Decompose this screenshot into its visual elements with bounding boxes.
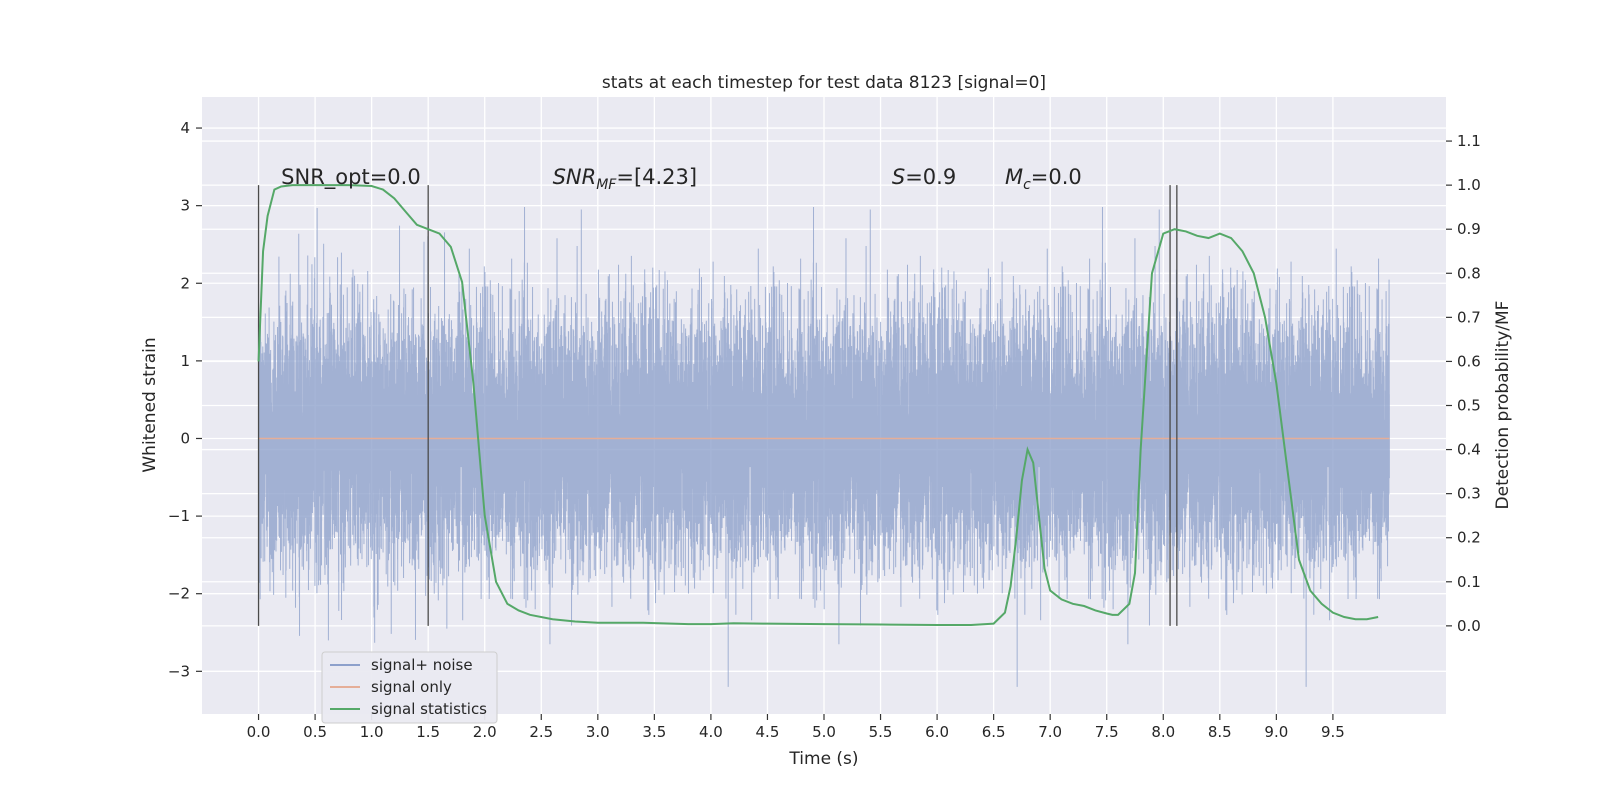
annotation-2-value: =0.9 xyxy=(905,165,956,189)
y-right-tick-label-7: 0.7 xyxy=(1457,308,1481,326)
x-tick-label-15: 7.5 xyxy=(1095,723,1119,741)
y-tick-label-7: 4 xyxy=(180,119,190,137)
y-right-tick-label-8: 0.8 xyxy=(1457,264,1481,282)
y-tick-label-2: −1 xyxy=(168,507,190,525)
legend-box xyxy=(321,651,498,724)
annotation-1-value: =[4.23] xyxy=(616,165,697,189)
annotation-3-value: =0.0 xyxy=(1031,165,1082,189)
y-right-tick-label-0: 0.0 xyxy=(1457,617,1481,635)
y-right-tick-label-4: 0.4 xyxy=(1457,441,1481,459)
x-tick-label-18: 9.0 xyxy=(1264,723,1288,741)
annotation-3-main: M xyxy=(1005,165,1023,189)
annotation-0-main: SNR_opt=0.0 xyxy=(281,165,421,190)
legend-label-noise: signal+ noise xyxy=(371,656,473,674)
y-right-tick-label-1: 0.1 xyxy=(1457,573,1481,591)
vertical-markers xyxy=(257,185,1178,626)
annotation-2-main: S xyxy=(892,165,905,189)
x-axis-ticks: 0.0 0.5 1.0 1.5 2.0 2.5 3.0 3.5 4.0 4.5 5.0 5.5 6.0 6… xyxy=(247,714,1345,741)
y-right-tick-label-2: 0.2 xyxy=(1457,529,1481,547)
x-tick-label-19: 9.5 xyxy=(1321,723,1345,741)
chart-title: stats at each timestep for test data 812… xyxy=(602,73,1046,93)
series-signal-statistics xyxy=(257,184,1379,626)
signal-statistics-line xyxy=(257,184,1379,626)
y-right-tick-label-11: 1.1 xyxy=(1457,132,1481,150)
x-tick-label-2: 1.0 xyxy=(360,723,384,741)
x-tick-label-4: 2.0 xyxy=(473,723,497,741)
y-right-tick-label-6: 0.6 xyxy=(1457,352,1481,370)
x-tick-label-1: 0.5 xyxy=(303,723,327,741)
y-right-tick-label-9: 0.9 xyxy=(1457,220,1481,238)
y-tick-label-3: 0 xyxy=(180,429,190,447)
annotation-0: SNR_opt=0.0 xyxy=(281,165,421,190)
x-tick-label-17: 8.5 xyxy=(1208,723,1232,741)
annotation-2: S=0.9 xyxy=(892,165,956,189)
y-right-tick-label-3: 0.3 xyxy=(1457,485,1481,503)
y-axis-ticks-left: −3 −2 −1 0 1 2 3 4 xyxy=(168,119,202,680)
y-tick-label-5: 2 xyxy=(180,274,190,292)
y-tick-label-6: 3 xyxy=(180,197,190,215)
x-tick-label-0: 0.0 xyxy=(247,723,271,741)
y-right-tick-label-10: 1.0 xyxy=(1457,176,1481,194)
x-tick-label-11: 5.5 xyxy=(869,723,893,741)
series-signal-noise xyxy=(258,206,1390,687)
x-tick-label-8: 4.0 xyxy=(699,723,723,741)
legend: signal+ noise signal only signal statist… xyxy=(321,651,498,724)
x-tick-label-7: 3.5 xyxy=(642,723,666,741)
x-tick-label-12: 6.0 xyxy=(925,723,949,741)
y-axis-ticks-right: 0.0 0.1 0.2 0.3 0.4 0.5 0.6 0.7 0.8 0.9 1.0 1.1 xyxy=(1446,132,1481,635)
x-tick-label-5: 2.5 xyxy=(529,723,553,741)
y-tick-label-1: −2 xyxy=(168,585,190,603)
x-tick-label-6: 3.0 xyxy=(586,723,610,741)
x-tick-label-14: 7.0 xyxy=(1038,723,1062,741)
annotation-1: SNRMF=[4.23] xyxy=(553,165,698,193)
x-tick-label-16: 8.0 xyxy=(1151,723,1175,741)
x-tick-label-3: 1.5 xyxy=(416,723,440,741)
y-tick-label-4: 1 xyxy=(180,352,190,370)
noise-line xyxy=(258,206,1390,687)
x-tick-label-13: 6.5 xyxy=(982,723,1006,741)
annotation-1-main: SNR xyxy=(553,165,597,189)
annotation-3-sub: c xyxy=(1023,177,1031,193)
y-axis-label-right: Detection probability/MF xyxy=(1493,301,1513,510)
x-tick-label-10: 5.0 xyxy=(812,723,836,741)
y-tick-label-0: −3 xyxy=(168,662,190,680)
legend-label-stats: signal statistics xyxy=(371,700,487,718)
x-tick-label-9: 4.5 xyxy=(756,723,780,741)
x-axis-label: Time (s) xyxy=(788,749,858,769)
y-axis-label-left: Whitened strain xyxy=(140,337,160,472)
annotation-3: Mc=0.0 xyxy=(1005,165,1082,193)
y-right-tick-label-5: 0.5 xyxy=(1457,397,1481,415)
legend-label-signal: signal only xyxy=(371,678,452,696)
annotations: SNR_opt=0.0 SNRMF=[4.23] S=0.9 Mc=0.0 xyxy=(281,165,1082,193)
annotation-1-sub: MF xyxy=(596,177,617,193)
